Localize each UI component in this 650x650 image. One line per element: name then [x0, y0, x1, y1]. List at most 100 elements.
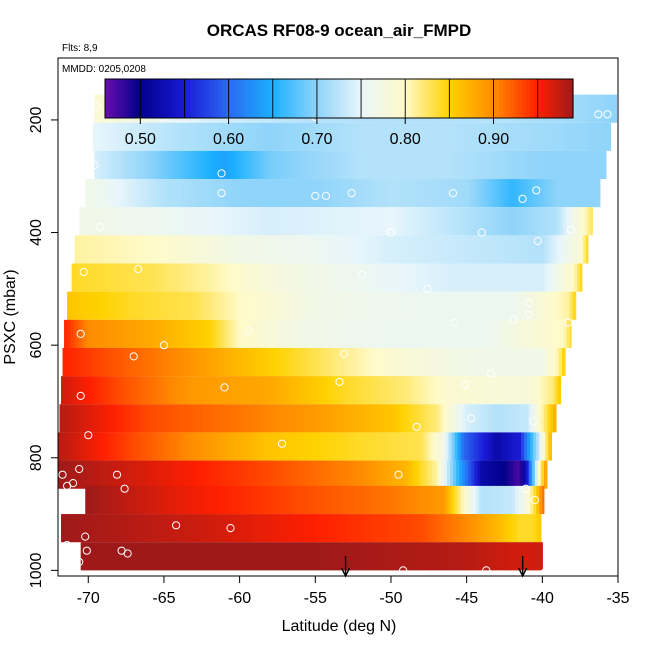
- heatmap-cell: [394, 432, 398, 461]
- colorbar-cell: [413, 79, 418, 118]
- heatmap-cell: [168, 263, 173, 292]
- heatmap-cell: [315, 291, 319, 320]
- heatmap-cell: [328, 347, 333, 377]
- heatmap-cell: [480, 460, 484, 489]
- heatmap-cell: [495, 347, 500, 377]
- heatmap-cell: [475, 514, 480, 543]
- heatmap-cell: [173, 376, 177, 405]
- heatmap-cell: [239, 432, 244, 461]
- heatmap-cell: [154, 514, 159, 543]
- heatmap-cell: [487, 485, 492, 515]
- heatmap-cell: [226, 404, 230, 433]
- heatmap-cell: [174, 404, 179, 433]
- heatmap-cell: [439, 179, 444, 208]
- heatmap-cell: [534, 263, 539, 292]
- heatmap-cell: [315, 207, 319, 236]
- colorbar-cell: [276, 79, 282, 118]
- heatmap-band: [85, 179, 601, 208]
- heatmap-cell: [344, 235, 348, 264]
- heatmap-cell: [506, 432, 510, 461]
- heatmap-cell: [474, 263, 478, 292]
- heatmap-cell: [309, 376, 313, 405]
- heatmap-cell: [233, 432, 238, 461]
- heatmap-cell: [316, 542, 321, 571]
- heatmap-cell: [286, 263, 291, 292]
- heatmap-cell: [257, 150, 262, 180]
- heatmap-cell: [518, 207, 522, 236]
- heatmap-cell: [86, 460, 91, 489]
- heatmap-cell: [394, 291, 398, 320]
- heatmap-cell: [104, 404, 109, 433]
- heatmap-cell: [222, 404, 227, 433]
- heatmap-cell: [88, 319, 92, 348]
- heatmap-cell: [322, 235, 327, 264]
- heatmap-cell: [256, 347, 260, 377]
- colorbar-cell: [147, 79, 153, 118]
- heatmap-cell: [212, 514, 217, 543]
- heatmap-cell: [318, 432, 322, 461]
- heatmap-cell: [286, 347, 291, 377]
- heatmap-cell: [424, 150, 428, 180]
- heatmap-cell: [180, 542, 185, 571]
- heatmap-cell: [333, 179, 338, 208]
- sample-point: [533, 236, 542, 246]
- heatmap-cell: [580, 235, 584, 264]
- heatmap-cell: [101, 122, 106, 151]
- heatmap-cell: [304, 460, 309, 489]
- heatmap-cell: [151, 319, 156, 348]
- heatmap-cell: [185, 207, 189, 236]
- heatmap-cell: [516, 460, 521, 489]
- heatmap-cell: [94, 485, 98, 515]
- heatmap-cell: [406, 291, 410, 320]
- heatmap-cell: [339, 291, 344, 320]
- heatmap-cell: [280, 263, 285, 292]
- heatmap-cell: [124, 179, 129, 208]
- heatmap-cell: [263, 432, 268, 461]
- heatmap-cell: [459, 542, 463, 571]
- heatmap-cell: [351, 376, 356, 405]
- heatmap-cell: [221, 485, 226, 515]
- heatmap-cell: [554, 291, 559, 320]
- heatmap-cell: [183, 263, 188, 292]
- heatmap-cell: [448, 376, 453, 405]
- heatmap-cell: [599, 150, 604, 180]
- heatmap-cell: [139, 514, 144, 543]
- heatmap-cell: [543, 404, 548, 433]
- heatmap-cell: [151, 514, 156, 543]
- heatmap-cell: [123, 122, 127, 151]
- heatmap-cell: [472, 485, 477, 515]
- heatmap-cell: [272, 150, 277, 180]
- heatmap-cell: [424, 376, 428, 405]
- heatmap-cell: [383, 122, 388, 151]
- heatmap-cell: [207, 460, 212, 489]
- heatmap-cell: [363, 291, 368, 320]
- heatmap-cell: [180, 347, 185, 377]
- heatmap-cell: [477, 263, 481, 292]
- heatmap-cell: [369, 514, 374, 543]
- heatmap-cell: [271, 542, 276, 571]
- heatmap-cell: [145, 291, 150, 320]
- heatmap-cell: [221, 150, 226, 180]
- heatmap-cell: [469, 432, 474, 461]
- heatmap-cell: [481, 514, 486, 543]
- heatmap-cell: [132, 235, 136, 264]
- heatmap-cell: [401, 347, 406, 377]
- heatmap-cell: [356, 235, 360, 264]
- heatmap-cell: [162, 347, 167, 377]
- heatmap-cell: [345, 376, 350, 405]
- heatmap-cell: [415, 376, 419, 405]
- heatmap-cell: [493, 376, 498, 405]
- heatmap-cell: [507, 263, 512, 292]
- heatmap-cell: [489, 542, 493, 571]
- heatmap-cell: [265, 263, 269, 292]
- heatmap-cell: [472, 207, 477, 236]
- heatmap-cell: [177, 347, 182, 377]
- heatmap-cell: [306, 291, 310, 320]
- heatmap-cell: [160, 485, 165, 515]
- heatmap-cell: [389, 347, 394, 377]
- heatmap-cell: [183, 122, 188, 151]
- heatmap-cell: [336, 179, 341, 208]
- heatmap-cell: [403, 207, 407, 236]
- heatmap-cell: [389, 235, 394, 264]
- heatmap-cell: [390, 150, 395, 180]
